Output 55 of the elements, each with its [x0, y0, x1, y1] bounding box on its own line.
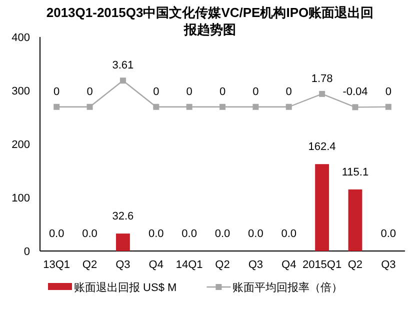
- chart-title: 2013Q1-2015Q3中国文化传媒VC/PE机构IPO账面退出回报趋势图: [45, 4, 375, 38]
- x-tick-label: Q2: [82, 259, 98, 271]
- x-tick-label: Q3: [381, 259, 396, 271]
- data-label: 0.0: [148, 228, 164, 240]
- data-label: 0: [153, 86, 160, 98]
- data-label: 0: [385, 86, 392, 98]
- data-label: 3.61: [112, 60, 134, 72]
- point: [352, 104, 358, 110]
- data-label: 32.6: [112, 210, 134, 223]
- point: [319, 90, 326, 97]
- y-tick-label: 200: [12, 139, 30, 151]
- data-label: 0.0: [82, 228, 98, 240]
- data-label: 115.1: [342, 166, 369, 178]
- point: [54, 104, 60, 110]
- data-label: -0.04: [342, 86, 368, 98]
- data-label: 0: [186, 86, 192, 98]
- y-tick-label: 0: [24, 246, 30, 258]
- x-tick-label: Q3: [248, 259, 264, 271]
- x-tick-label: Q4: [148, 259, 164, 271]
- x-tick-label: 2015Q1: [302, 259, 342, 271]
- legend-label: 账面退出回报 US$ M: [74, 281, 177, 294]
- data-label: 0.0: [48, 228, 64, 240]
- point: [153, 104, 160, 110]
- point: [286, 104, 292, 110]
- x-tick-label: 13Q1: [43, 259, 70, 271]
- point: [385, 104, 392, 110]
- point: [252, 104, 259, 110]
- data-label: 0: [86, 86, 93, 98]
- y-tick-label: 100: [12, 192, 30, 204]
- x-tick-label: Q4: [282, 259, 296, 271]
- data-label: 0.0: [248, 228, 264, 240]
- data-label: 162.4: [308, 141, 336, 154]
- data-label: 0: [286, 86, 292, 98]
- data-label: 0.0: [214, 228, 230, 240]
- bar: [348, 189, 362, 251]
- data-label: 0: [54, 86, 60, 98]
- data-label: 0: [252, 86, 259, 98]
- y-tick-label: 300: [12, 86, 30, 98]
- point: [86, 104, 93, 110]
- bar: [315, 164, 330, 251]
- x-tick-label: 14Q1: [176, 259, 203, 271]
- point: [120, 78, 126, 84]
- data-label: 0.0: [380, 228, 396, 240]
- data-label: 1.78: [311, 72, 333, 85]
- point: [220, 104, 226, 110]
- x-tick-label: Q3: [116, 259, 130, 271]
- y-tick-label: 400: [12, 32, 30, 44]
- bar: [116, 234, 130, 251]
- data-label: 0.0: [182, 228, 197, 240]
- data-label: 0.0: [281, 228, 297, 240]
- data-label: 0: [219, 86, 226, 98]
- x-tick-label: Q2: [215, 259, 230, 271]
- x-tick-label: Q2: [348, 259, 363, 271]
- point: [186, 104, 192, 110]
- legend-label: 账面平均回报率（倍）: [232, 281, 343, 294]
